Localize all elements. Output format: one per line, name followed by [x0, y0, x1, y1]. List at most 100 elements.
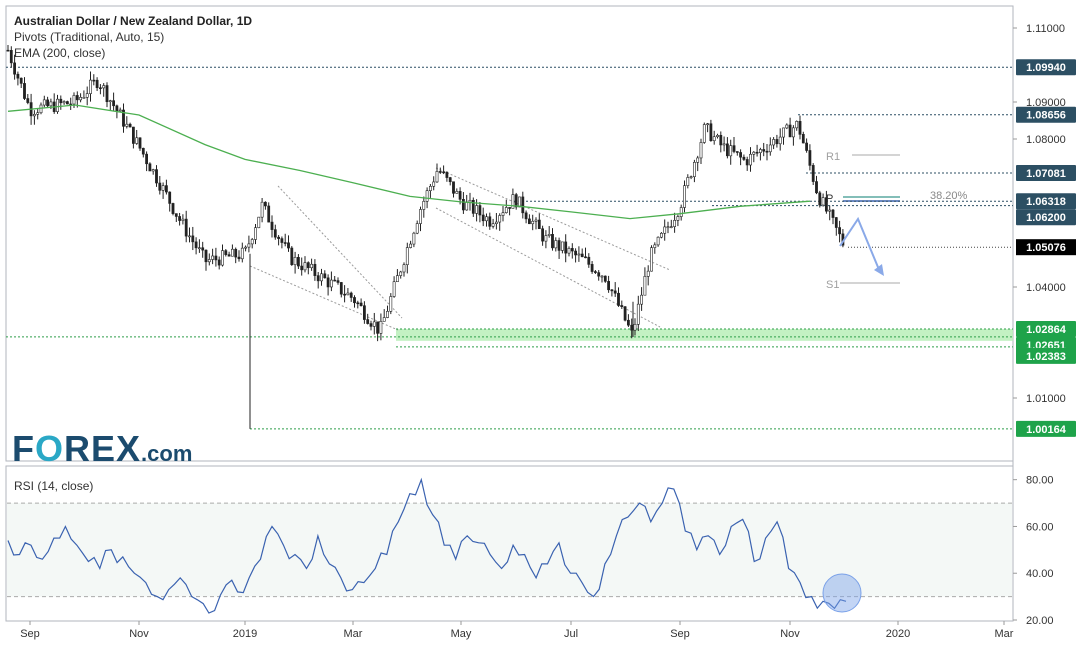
time-tick-label: Nov — [780, 628, 800, 640]
candle-body — [626, 319, 630, 326]
candle-body — [402, 264, 406, 273]
candle-body — [613, 290, 617, 294]
level-label-box — [1016, 106, 1076, 123]
candle-body — [524, 212, 528, 220]
candle-body — [521, 196, 525, 214]
candle-body — [277, 236, 281, 239]
candle-body — [66, 101, 69, 105]
level-label: 1.07081 — [1026, 168, 1066, 180]
candle-body — [405, 247, 409, 265]
candle-body — [468, 199, 472, 203]
pivot-p-label: P — [826, 193, 833, 205]
candle-body — [593, 271, 597, 273]
candle-body — [432, 181, 436, 187]
candle-body — [263, 201, 267, 207]
logo-suffix: .com — [141, 441, 193, 466]
candle-body — [234, 248, 238, 258]
candle-body — [240, 247, 244, 260]
candle-body — [201, 247, 205, 251]
candle-body — [709, 123, 713, 142]
candle-body — [158, 182, 162, 191]
candle-body — [818, 192, 822, 206]
candle-body — [455, 191, 459, 194]
candle-body — [191, 235, 195, 243]
level-label: 1.09940 — [1026, 62, 1066, 74]
candle-body — [481, 214, 485, 222]
rsi-line — [7, 477, 847, 614]
candle-body — [544, 235, 548, 242]
candle-body — [518, 196, 521, 208]
candle-body — [752, 151, 756, 155]
rsi-tick-label: 60.00 — [1026, 521, 1054, 533]
candle-body — [719, 134, 723, 146]
candle-body — [389, 296, 393, 312]
candle-body — [729, 145, 733, 157]
candle-body — [326, 277, 330, 288]
candle-body — [795, 121, 799, 129]
candle-body — [217, 259, 221, 266]
candle-body — [422, 200, 426, 210]
candle-body — [356, 302, 360, 305]
time-tick-label: Jul — [564, 628, 578, 640]
level-label: 1.02383 — [1026, 351, 1066, 363]
candle-body — [293, 257, 297, 265]
candle-body — [511, 194, 515, 209]
candle-body — [165, 185, 168, 193]
level-label-box — [1016, 165, 1076, 182]
candle-body — [610, 289, 614, 292]
level-label: 1.08656 — [1026, 110, 1066, 122]
candle-body — [141, 147, 145, 155]
candle-body — [59, 98, 63, 104]
candle-body — [19, 77, 23, 84]
time-tick-label: May — [451, 628, 472, 640]
candle-body — [115, 105, 119, 112]
candle-body — [270, 221, 274, 230]
candle-body — [382, 317, 386, 322]
candle-body — [108, 100, 112, 103]
candle-body — [313, 263, 317, 276]
price-tick-label: 1.01000 — [1026, 393, 1066, 405]
logo-letter-o: O — [35, 428, 65, 469]
candle-body — [805, 142, 809, 151]
candle-body — [369, 323, 373, 327]
forex-logo: FOREX.com — [12, 428, 192, 470]
candle-body — [118, 109, 122, 112]
pivot-r1-label: R1 — [826, 151, 840, 163]
candle-body — [570, 248, 574, 252]
candle-body — [372, 321, 376, 327]
candle-body — [260, 201, 264, 218]
candle-body — [329, 279, 333, 288]
channel-1-bottom — [249, 265, 399, 331]
candle-body — [541, 228, 545, 242]
candle-body — [227, 254, 231, 257]
candle-body — [412, 232, 416, 245]
candle-body — [306, 262, 310, 269]
candle-body — [435, 171, 439, 183]
level-label-box — [1016, 209, 1076, 226]
candle-body — [782, 127, 785, 138]
candle-body — [349, 292, 353, 298]
candle-body — [85, 93, 89, 98]
candle-body — [254, 227, 257, 240]
candle-body — [458, 191, 462, 200]
candle-body — [99, 87, 102, 90]
candle-body — [620, 305, 624, 307]
candle-body — [762, 149, 766, 152]
candle-body — [32, 113, 36, 117]
candle-body — [686, 177, 690, 186]
level-label-box — [1016, 420, 1076, 437]
candle-body — [577, 253, 581, 256]
candle-body — [336, 280, 340, 283]
support-zone — [396, 329, 1013, 341]
candle-body — [79, 97, 83, 101]
candle-body — [128, 123, 132, 128]
time-tick-label: Nov — [129, 628, 149, 640]
candle-body — [359, 302, 363, 307]
candle-body — [419, 209, 422, 224]
candle-body — [366, 319, 370, 324]
candle-body — [488, 216, 492, 227]
candle-body — [42, 99, 46, 106]
candle-body — [362, 305, 366, 320]
time-tick-label: Mar — [344, 628, 363, 640]
candle-body — [788, 124, 792, 138]
